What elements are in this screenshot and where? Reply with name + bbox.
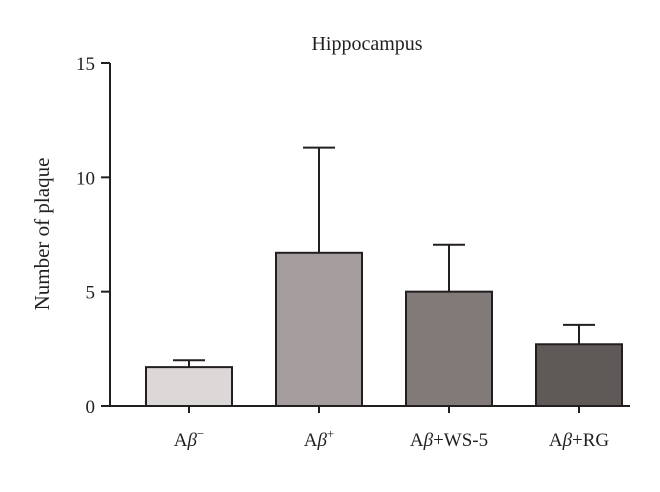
x-tick-label-3: Aβ+WS-5 xyxy=(410,430,488,451)
x-tick-label-4: Aβ+RG xyxy=(549,430,610,451)
x-tick-label-base: A xyxy=(174,430,188,451)
x-tick-label-1: Aβ− xyxy=(174,426,205,451)
y-tick-label-1: 0 xyxy=(86,397,96,418)
x-tick-label-greek: β xyxy=(423,430,434,451)
y-tick-label-2: 5 xyxy=(86,283,96,304)
bar-4 xyxy=(535,343,623,408)
x-tick-label-base: A xyxy=(304,430,318,451)
x-tick-label-greek: β xyxy=(562,430,573,451)
x-tick-label-greek: β xyxy=(186,430,197,451)
bar-1 xyxy=(145,366,233,408)
bars-layer xyxy=(145,251,623,408)
x-tick-label-greek: β xyxy=(316,430,327,451)
y-tick-label-4: 15 xyxy=(76,54,95,75)
x-tick-label-superscript: + xyxy=(327,426,334,441)
x-tick-label-suffix: +RG xyxy=(572,430,609,451)
bar-2 xyxy=(275,251,363,407)
error-bars-layer xyxy=(173,146,595,368)
axes-layer xyxy=(101,62,630,413)
x-tick-label-suffix: +WS-5 xyxy=(433,430,488,451)
bar-3 xyxy=(405,290,493,407)
x-tick-label-2: Aβ+ xyxy=(304,426,335,451)
chart-title: Hippocampus xyxy=(311,33,422,55)
y-axis-label: Number of plaque xyxy=(30,158,54,311)
x-tick-label-superscript: − xyxy=(197,426,204,441)
x-tick-label-base: A xyxy=(549,430,563,451)
y-tick-label-3: 10 xyxy=(76,168,95,189)
x-tick-label-base: A xyxy=(410,430,424,451)
